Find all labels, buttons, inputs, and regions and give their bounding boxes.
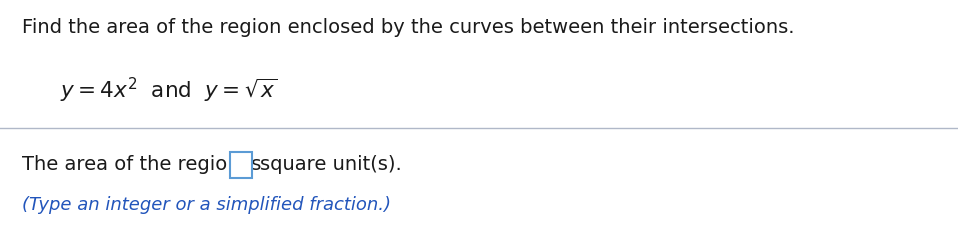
Text: The area of the region is: The area of the region is <box>22 155 267 174</box>
FancyBboxPatch shape <box>230 152 252 178</box>
Text: Find the area of the region enclosed by the curves between their intersections.: Find the area of the region enclosed by … <box>22 18 794 37</box>
Text: $y = 4x^2$  and  $y = \sqrt{x}$: $y = 4x^2$ and $y = \sqrt{x}$ <box>60 76 278 105</box>
Text: (Type an integer or a simplified fraction.): (Type an integer or a simplified fractio… <box>22 196 391 214</box>
Text: square unit(s).: square unit(s). <box>260 155 401 174</box>
